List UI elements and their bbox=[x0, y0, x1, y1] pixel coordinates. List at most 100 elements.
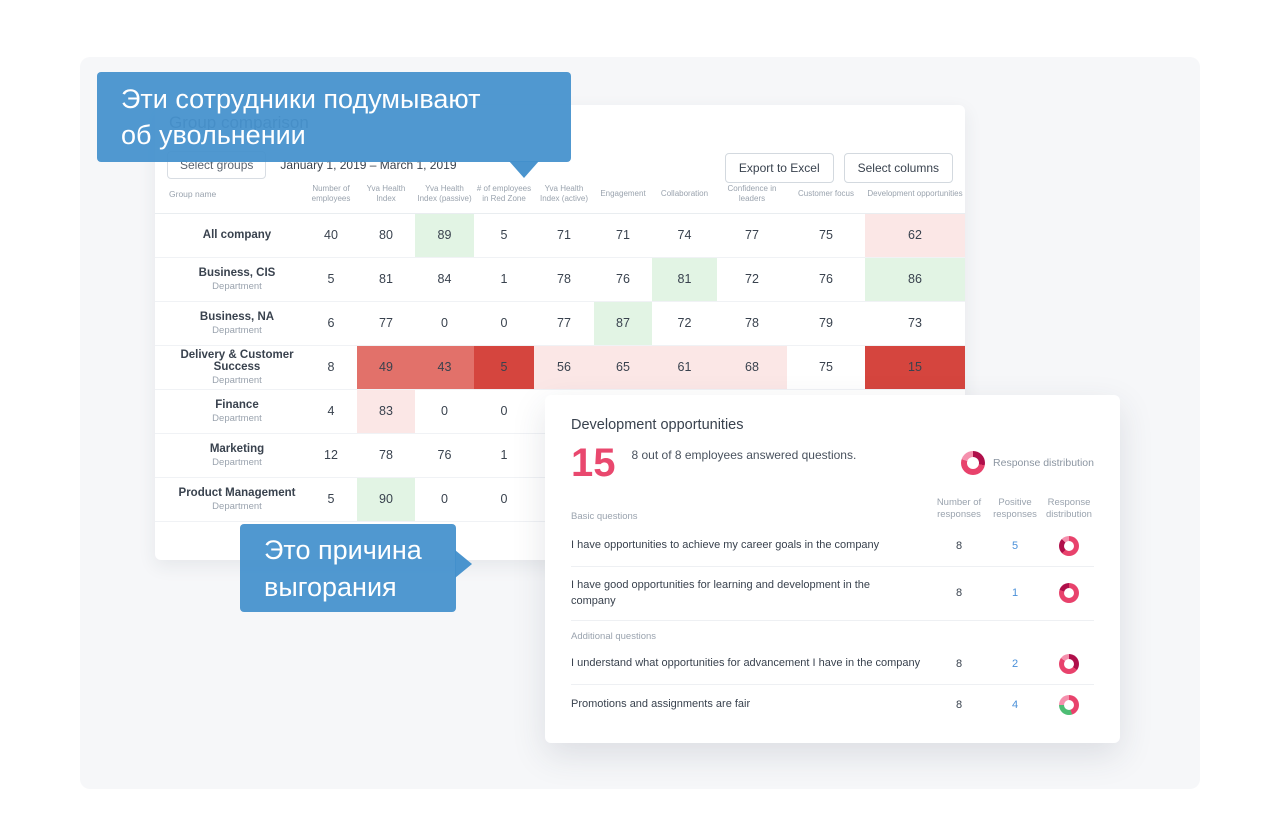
callout-arrow-right-icon bbox=[455, 550, 472, 578]
question-section-label: Additional questions bbox=[571, 630, 657, 642]
table-row[interactable]: All company 40 80 89 5 71 71 74 77 75 62 bbox=[155, 213, 965, 258]
metric-cell[interactable]: 0 bbox=[474, 477, 534, 522]
metric-cell[interactable]: 77 bbox=[717, 213, 787, 258]
metric-cell[interactable]: 0 bbox=[415, 389, 474, 434]
question-row[interactable]: I understand what opportunities for adva… bbox=[571, 644, 1094, 685]
metric-cell[interactable]: 5 bbox=[305, 477, 357, 522]
metric-cell[interactable]: 43 bbox=[415, 345, 474, 390]
metric-cell[interactable]: 89 bbox=[415, 213, 474, 258]
table-row[interactable]: Business, CIS Department 5 81 84 1 78 76 81 72 76 8… bbox=[155, 257, 965, 302]
popup-title: Development opportunities bbox=[571, 417, 744, 433]
donut-cell bbox=[1044, 694, 1094, 715]
metric-cell[interactable]: 5 bbox=[305, 257, 357, 302]
development-opportunities-popup: Development opportunities 15 8 out of 8 … bbox=[545, 395, 1120, 743]
metric-cell[interactable]: 4 bbox=[305, 389, 357, 434]
select-columns-button[interactable]: Select columns bbox=[843, 153, 953, 183]
column-header-positive: Positive responses bbox=[993, 497, 1037, 521]
metric-cell[interactable]: 76 bbox=[594, 257, 652, 302]
column-header: Engagement bbox=[594, 180, 652, 214]
metric-cell[interactable]: 74 bbox=[652, 213, 717, 258]
legend-label: Response distribution bbox=[993, 457, 1094, 469]
metric-cell[interactable]: 76 bbox=[787, 257, 865, 302]
metric-cell[interactable]: 76 bbox=[415, 433, 474, 478]
metric-cell[interactable]: 62 bbox=[865, 213, 965, 258]
column-header-responses: Number of responses bbox=[936, 497, 982, 521]
card-actions: Export to Excel Select columns bbox=[724, 153, 953, 183]
group-name-cell[interactable]: Marketing Department bbox=[155, 433, 305, 478]
metric-cell[interactable]: 78 bbox=[534, 257, 594, 302]
metric-cell[interactable]: 87 bbox=[594, 301, 652, 346]
question-row[interactable]: I have opportunities to achieve my caree… bbox=[571, 526, 1094, 567]
metric-cell[interactable]: 83 bbox=[357, 389, 415, 434]
positive-count: 2 bbox=[1011, 657, 1019, 670]
group-name-cell[interactable]: Finance Department bbox=[155, 389, 305, 434]
metric-cell[interactable]: 78 bbox=[357, 433, 415, 478]
metric-cell[interactable]: 68 bbox=[717, 345, 787, 390]
positive-count: 5 bbox=[1011, 539, 1019, 552]
metric-cell[interactable]: 71 bbox=[594, 213, 652, 258]
group-name-cell[interactable]: All company bbox=[155, 213, 305, 258]
callout-arrow-down-icon bbox=[509, 161, 539, 178]
metric-cell[interactable]: 61 bbox=[652, 345, 717, 390]
metric-cell[interactable]: 15 bbox=[865, 345, 965, 390]
metric-cell[interactable]: 1 bbox=[474, 257, 534, 302]
column-header: Yva Health Index (passive) bbox=[415, 180, 474, 214]
metric-cell[interactable]: 40 bbox=[305, 213, 357, 258]
group-name-cell[interactable]: Product Management Department bbox=[155, 477, 305, 522]
question-list: I have opportunities to achieve my caree… bbox=[571, 526, 1094, 725]
quit-callout-line1: Эти сотрудники подумывают bbox=[121, 84, 481, 114]
metric-cell[interactable]: 81 bbox=[652, 257, 717, 302]
metric-cell[interactable]: 84 bbox=[415, 257, 474, 302]
export-to-excel-button[interactable]: Export to Excel bbox=[724, 153, 834, 183]
metric-cell[interactable]: 65 bbox=[594, 345, 652, 390]
metric-cell[interactable]: 77 bbox=[534, 301, 594, 346]
metric-cell[interactable]: 72 bbox=[717, 257, 787, 302]
donut-cell bbox=[1044, 535, 1094, 556]
metric-cell[interactable]: 0 bbox=[415, 477, 474, 522]
metric-cell[interactable]: 79 bbox=[787, 301, 865, 346]
table-row[interactable]: Business, NA Department 6 77 0 0 77 87 72 78 79 73 bbox=[155, 301, 965, 346]
metric-cell[interactable]: 77 bbox=[357, 301, 415, 346]
popup-score-row: 15 8 out of 8 employees answered questio… bbox=[571, 443, 1094, 483]
metric-cell[interactable]: 75 bbox=[787, 213, 865, 258]
positive-count: 1 bbox=[1011, 587, 1019, 600]
question-text: I have good opportunities for learning a… bbox=[571, 578, 871, 608]
group-name-cell[interactable]: Delivery & Customer Success Department bbox=[155, 345, 305, 390]
quit-callout-tooltip: Эти сотрудники подумывают об увольнении bbox=[97, 72, 571, 178]
question-row[interactable]: Promotions and assignments are fair 8 4 bbox=[571, 685, 1094, 725]
metric-cell[interactable]: 90 bbox=[357, 477, 415, 522]
column-header: Yva Health Index bbox=[357, 180, 415, 214]
score-subtitle: 8 out of 8 employees answered questions. bbox=[631, 448, 857, 462]
metric-cell[interactable]: 72 bbox=[652, 301, 717, 346]
metric-cell[interactable]: 0 bbox=[415, 301, 474, 346]
metric-cell[interactable]: 1 bbox=[474, 433, 534, 478]
metric-cell[interactable]: 86 bbox=[865, 257, 965, 302]
metric-cell[interactable]: 5 bbox=[474, 345, 534, 390]
metric-cell[interactable]: 71 bbox=[534, 213, 594, 258]
metric-cell[interactable]: 80 bbox=[357, 213, 415, 258]
metric-cell[interactable]: 5 bbox=[474, 213, 534, 258]
group-name-cell[interactable]: Business, CIS Department bbox=[155, 257, 305, 302]
column-header: Collaboration bbox=[652, 180, 717, 214]
metric-cell[interactable]: 73 bbox=[865, 301, 965, 346]
metric-cell[interactable]: 8 bbox=[305, 345, 357, 390]
question-text: I have opportunities to achieve my caree… bbox=[571, 539, 880, 552]
column-header: # of employees in Red Zone bbox=[474, 180, 534, 214]
metric-cell[interactable]: 56 bbox=[534, 345, 594, 390]
metric-cell[interactable]: 12 bbox=[305, 433, 357, 478]
column-header: Number of employees bbox=[305, 180, 357, 214]
metric-cell[interactable]: 49 bbox=[357, 345, 415, 390]
table-row[interactable]: Delivery & Customer Success Department 8 49… bbox=[155, 345, 965, 390]
metric-cell[interactable]: 0 bbox=[474, 389, 534, 434]
question-text: I understand what opportunities for adva… bbox=[571, 657, 921, 670]
metric-cell[interactable]: 81 bbox=[357, 257, 415, 302]
metric-cell[interactable]: 75 bbox=[787, 345, 865, 390]
section-label-basic: Basic questions bbox=[571, 510, 638, 522]
metric-cell[interactable]: 78 bbox=[717, 301, 787, 346]
metric-cell[interactable]: 6 bbox=[305, 301, 357, 346]
group-name-cell[interactable]: Business, NA Department bbox=[155, 301, 305, 346]
column-header: Group name bbox=[155, 180, 305, 214]
metric-cell[interactable]: 0 bbox=[474, 301, 534, 346]
group-table-header-row: Group name Number of employees Yva Health … bbox=[155, 180, 965, 214]
question-row[interactable]: I have good opportunities for learning a… bbox=[571, 567, 1094, 621]
